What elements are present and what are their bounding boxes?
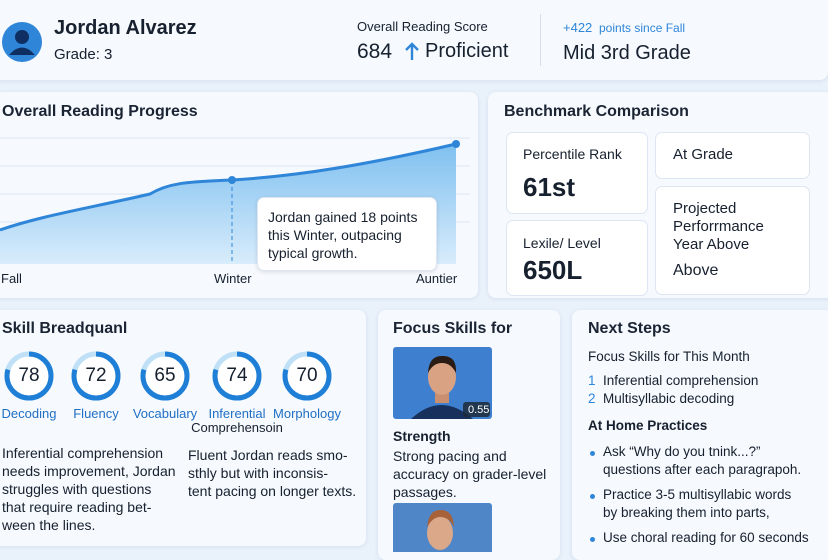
grade-level: Mid 3rd Grade	[563, 42, 691, 64]
callout-line: Jordan gained 18 points	[268, 209, 418, 225]
skill-ring	[212, 351, 262, 401]
note-line: tent pacing on longer texts.	[188, 483, 357, 499]
note-line: needs improvement, Jordan	[2, 463, 176, 479]
list-marker: 1	[588, 373, 596, 388]
projected-box	[655, 186, 810, 295]
home-item-line: Practice 3-5 multisyllabic words	[603, 487, 792, 502]
skills-title: Skill Breadquanl	[2, 320, 128, 337]
skill-label: Vocabulary	[132, 406, 198, 421]
strength-line: accuracy on grader-level	[393, 466, 547, 482]
note-line: ween the lines.	[2, 517, 96, 533]
skill-label: Comprehensoin	[191, 420, 283, 435]
callout-line: typical growth.	[268, 245, 358, 261]
progress-title: Overall Reading Progress	[2, 103, 198, 120]
skill-score: 70	[296, 365, 318, 386]
divider	[540, 14, 541, 66]
note-line: struggles with questions	[2, 481, 152, 497]
score-label: Overall Reading Score	[357, 19, 488, 34]
note-line: Inferential comprehension	[2, 445, 164, 461]
skill-score: 65	[154, 365, 176, 386]
percentile-box	[506, 132, 648, 214]
lexile: 650L	[523, 255, 583, 285]
skill-label: Decoding	[1, 406, 57, 421]
bullet	[590, 451, 595, 456]
x-label: Winter	[214, 271, 252, 286]
growth-suffix: points since Fall	[599, 21, 686, 35]
percentile-label: Percentile Rank	[523, 146, 622, 162]
student-grade: Grade: 3	[54, 46, 113, 63]
at-grade-box	[655, 132, 810, 179]
skill-label: Fluency	[73, 406, 119, 421]
bullet	[590, 494, 595, 499]
skill-label: Morphology	[273, 406, 341, 421]
skill-ring	[4, 351, 54, 401]
x-label: Fall	[1, 271, 22, 286]
benchmark-title: Benchmark Comparison	[504, 103, 689, 120]
at-grade: At Grade	[673, 146, 734, 163]
home-item-line: Ask “Why do you tnink...?”	[603, 444, 761, 459]
lexile-box	[506, 220, 648, 296]
student-name: Jordan Alvarez	[54, 17, 197, 39]
photo-badge: 0.55	[468, 404, 490, 416]
growth: +422	[563, 20, 593, 35]
percentile: 61st	[523, 172, 576, 202]
strength-title: Strength	[393, 428, 451, 444]
skill-score: 72	[85, 365, 107, 386]
note-line: sthly but with inconsis-	[188, 465, 329, 481]
student-photo	[393, 347, 492, 419]
score-level: Proficient	[425, 40, 509, 62]
projected: Above	[673, 262, 719, 279]
home-item-line: Use choral reading for 60 seconds	[603, 530, 809, 545]
student-photo	[393, 503, 492, 552]
projected-label: Projected	[673, 200, 737, 217]
home-title: At Home Practices	[588, 418, 708, 433]
skill-score: 78	[18, 365, 40, 386]
projected-label: Perforrmance	[673, 218, 764, 235]
skill-ring	[140, 351, 190, 401]
note-line: Fluent Jordan reads smo-	[188, 447, 348, 463]
up-arrow	[405, 42, 419, 60]
focus-item: Inferential comprehension	[603, 373, 759, 388]
skills-card	[0, 310, 366, 546]
skill-score: 74	[226, 365, 248, 386]
avatar	[2, 22, 42, 62]
callout-line: this Winter, outpacing	[268, 227, 402, 243]
skill-ring	[282, 351, 332, 401]
home-item-line: questions after each paragrapoh.	[603, 462, 802, 477]
next-steps-title: Next Steps	[588, 320, 671, 337]
skill-ring	[71, 351, 121, 401]
callout	[257, 197, 437, 271]
x-label: Auntier	[416, 271, 458, 286]
lexile-label: Lexile/ Level	[523, 235, 601, 251]
list-marker: 2	[588, 391, 596, 406]
focus-month-title: Focus Skills for This Month	[588, 349, 750, 364]
score: 684	[357, 40, 393, 63]
focus-title: Focus Skills for	[393, 320, 513, 337]
next-steps-card	[572, 310, 828, 560]
focus-item: Multisyllabic decoding	[603, 391, 735, 406]
strength-line: Strong pacing and	[393, 448, 507, 464]
skill-label: Inferential	[208, 406, 266, 421]
projected-label: Year Above	[673, 236, 750, 253]
note-line: that require reading bet-	[2, 499, 152, 515]
header-card	[0, 0, 828, 80]
strength-line: passages.	[393, 484, 457, 500]
home-item-line: by breaking them into parts,	[603, 505, 770, 520]
bullet	[590, 537, 595, 542]
